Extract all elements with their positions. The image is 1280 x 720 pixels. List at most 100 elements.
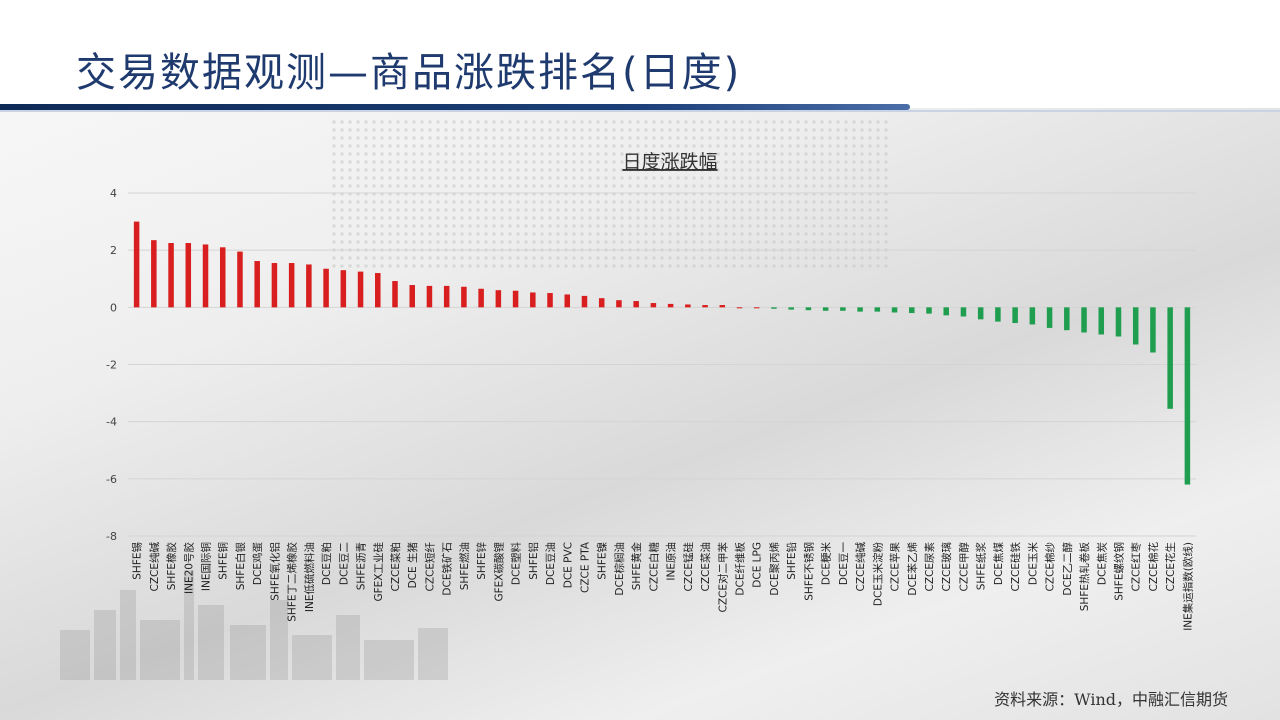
x-tick-label: SHFE热轧卷板 [1078, 542, 1091, 612]
bar [960, 307, 967, 317]
x-tick-label: DCE塑料 [510, 542, 523, 586]
x-tick-label: INE低硫燃料油 [303, 542, 316, 612]
y-tick-label: -2 [106, 359, 117, 372]
x-tick-label: GFEX工业硅 [372, 542, 385, 602]
x-tick-label: DCE豆油 [544, 542, 557, 585]
chart-title: 日度涨跌幅 [622, 151, 717, 173]
x-tick-label: CZCE玻璃 [940, 542, 953, 592]
x-tick-label: SHFE铅 [785, 542, 798, 580]
bar [512, 290, 519, 308]
bar [1132, 307, 1139, 345]
bar [185, 243, 192, 308]
bar [1029, 307, 1036, 325]
x-tick-label: DCE玉米 [1026, 542, 1039, 586]
x-tick-label: CZCE菜粕 [389, 542, 402, 592]
bar [461, 286, 467, 308]
x-tick-label: DCE焦炭 [1095, 542, 1108, 586]
x-tick-label: SHFE氧化铝 [268, 542, 281, 601]
bar [254, 261, 260, 308]
x-tick-label: DCE玉米淀粉 [871, 542, 884, 607]
x-tick-label: DCE铁矿石 [441, 542, 454, 596]
x-tick-label: CZCE棉纱 [1044, 542, 1057, 592]
bar [943, 307, 949, 316]
bar [133, 221, 140, 308]
bar [840, 307, 846, 311]
bar [202, 244, 209, 308]
x-tick-label: CZCE纯碱 [854, 542, 867, 592]
x-tick-label: SHFE燃油 [458, 542, 471, 590]
bar [650, 303, 657, 308]
x-tick-label: INE集运指数(欧线) [1181, 542, 1194, 631]
bar [564, 294, 571, 308]
y-tick-label: 4 [110, 187, 117, 200]
y-tick-label: 0 [110, 301, 117, 314]
bar [443, 285, 450, 308]
bar [151, 240, 157, 308]
bar [771, 307, 777, 309]
bar [736, 307, 743, 309]
x-tick-label: CZCE对二甲苯 [716, 542, 729, 613]
x-tick-label: DCE苯乙烯 [906, 542, 919, 596]
x-tick-label: SHFE橡胶 [165, 542, 178, 591]
source-note: 资料来源：Wind，中融汇信期货 [994, 690, 1228, 709]
y-tick-label: -8 [106, 530, 117, 543]
x-tick-label: SHFE沥青 [355, 542, 368, 590]
x-tick-label: CZCE短纤 [423, 542, 436, 592]
x-tick-label: DCE豆二 [338, 542, 350, 585]
bar [1167, 307, 1173, 409]
x-tick-label: SHFE丁二烯橡胶 [286, 542, 299, 622]
bar [1046, 307, 1053, 328]
bar [702, 305, 708, 308]
bar [926, 307, 932, 314]
bar [977, 307, 984, 320]
bar [598, 298, 605, 308]
x-tick-label: CZCE菜油 [699, 542, 712, 592]
x-tick-label: SHFE黄金 [630, 542, 643, 591]
bar [1081, 307, 1087, 333]
x-tick-label: DCE 生猪 [406, 542, 419, 589]
bar [392, 281, 398, 308]
bar [1115, 307, 1122, 337]
bar [426, 285, 433, 308]
x-tick-label: CZCE PTA [579, 541, 591, 593]
bar [219, 247, 226, 308]
x-tick-label: DCE豆粕 [320, 542, 333, 585]
x-tick-label: INE20号胶 [182, 542, 195, 594]
x-tick-label: SHFE螺纹钢 [1112, 542, 1125, 601]
x-tick-label: CZCE甲醇 [957, 542, 970, 592]
bar [1012, 307, 1018, 324]
bar [323, 268, 329, 308]
bar [995, 307, 1001, 322]
x-tick-label: SHFE锌 [475, 542, 488, 580]
bar [616, 300, 622, 308]
y-tick-label: 2 [110, 244, 117, 257]
bar [685, 304, 691, 308]
x-tick-label: DCE乙二醇 [1061, 542, 1074, 596]
bar [805, 307, 812, 311]
x-tick-label: SHFE纸浆 [975, 542, 988, 591]
bar [1098, 307, 1105, 335]
x-tick-label: DCE棕榈油 [613, 542, 626, 596]
x-tick-label: CZCE花生 [1164, 542, 1177, 592]
x-tick-label: DCE LPG [752, 542, 764, 588]
bar [1150, 307, 1156, 353]
x-tick-label: GFEX碳酸锂 [492, 542, 505, 602]
bar [168, 243, 174, 308]
page-title: 交易数据观测—商品涨跌排名(日度) [76, 50, 742, 96]
skyline-decoration [60, 570, 448, 680]
x-tick-label: CZCE尿素 [923, 542, 936, 592]
x-tick-label: DCE纤维板 [734, 542, 747, 596]
header-accent-line [0, 104, 910, 110]
x-tick-label: CZCE红枣 [1130, 542, 1143, 592]
bar [409, 285, 415, 308]
bar [788, 307, 794, 310]
x-tick-label: CZCE白糖 [647, 542, 660, 592]
bar [857, 307, 863, 312]
bar [288, 263, 295, 308]
x-tick-label: INE原油 [665, 542, 678, 581]
bar [357, 271, 364, 308]
x-tick-label: SHFE锡 [131, 542, 144, 580]
bar [581, 295, 588, 308]
x-tick-label: DCE鸡蛋 [251, 542, 264, 586]
x-tick-label: CZCE锰硅 [682, 542, 695, 592]
